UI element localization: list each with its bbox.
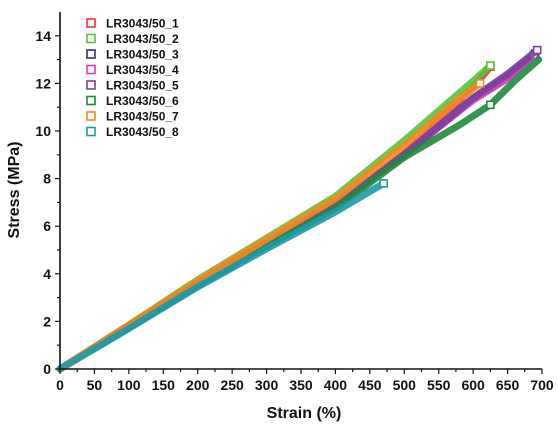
legend-label: LR3043/50_6 (106, 94, 179, 108)
x-tick-label: 150 (152, 377, 176, 393)
y-tick-label: 8 (43, 171, 51, 187)
legend-label: LR3043/50_2 (106, 32, 179, 46)
y-tick-label: 2 (43, 313, 51, 329)
x-tick-label: 200 (186, 377, 210, 393)
x-tick-label: 250 (220, 377, 244, 393)
legend-swatch (86, 64, 96, 75)
legend-label: LR3043/50_1 (106, 17, 179, 31)
y-tick-label: 14 (35, 28, 51, 44)
y-tick-label: 6 (43, 218, 51, 234)
legend-swatch (86, 95, 96, 106)
x-tick-label: 0 (56, 377, 64, 393)
x-tick-label: 550 (427, 377, 451, 393)
x-tick-label: 100 (117, 377, 141, 393)
y-axis-title: Stress (MPa) (6, 142, 23, 239)
legend-swatch (86, 33, 96, 44)
legend-swatch (86, 18, 96, 28)
legend-swatch (86, 111, 96, 121)
series-8 (56, 179, 388, 373)
legend-label: LR3043/50_5 (106, 79, 179, 93)
x-tick-label: 650 (496, 377, 520, 393)
series-line (56, 179, 388, 373)
y-tick-label: 10 (35, 123, 51, 139)
legend-label: LR3043/50_4 (106, 63, 179, 77)
legend-label: LR3043/50_7 (106, 110, 179, 124)
legend-label: LR3043/50_8 (106, 125, 179, 139)
legend-swatch (86, 126, 96, 137)
series-end-point (486, 61, 495, 70)
y-tick-label: 4 (43, 266, 51, 282)
y-tick-label: 12 (35, 75, 51, 91)
x-axis-title: Strain (%) (267, 405, 342, 422)
ticks: 0 50 100 150 200 250 300 350 400 450 500 550 600 650 7… (35, 28, 553, 393)
legend-swatch (86, 49, 96, 59)
series-end-point (486, 100, 495, 110)
x-tick-label: 700 (530, 377, 554, 393)
legend-swatch (86, 80, 96, 90)
series-end-point (475, 79, 485, 88)
x-tick-label: 300 (255, 377, 279, 393)
x-tick-label: 500 (393, 377, 417, 393)
x-tick-label: 600 (461, 377, 485, 393)
x-tick-label: 400 (324, 377, 348, 393)
x-tick-label: 450 (358, 377, 382, 393)
x-tick-label: 350 (289, 377, 313, 393)
data-layer (56, 45, 543, 373)
legend-label: LR3043/50_3 (106, 48, 179, 62)
y-tick-label: 0 (43, 361, 51, 377)
x-tick-label: 50 (87, 377, 103, 393)
series-end-point (379, 179, 388, 188)
legend: LR3043/50_1LR3043/50_2LR3043/50_3LR3043/… (86, 17, 179, 139)
series-2 (56, 61, 495, 373)
series-end-point (532, 45, 542, 55)
